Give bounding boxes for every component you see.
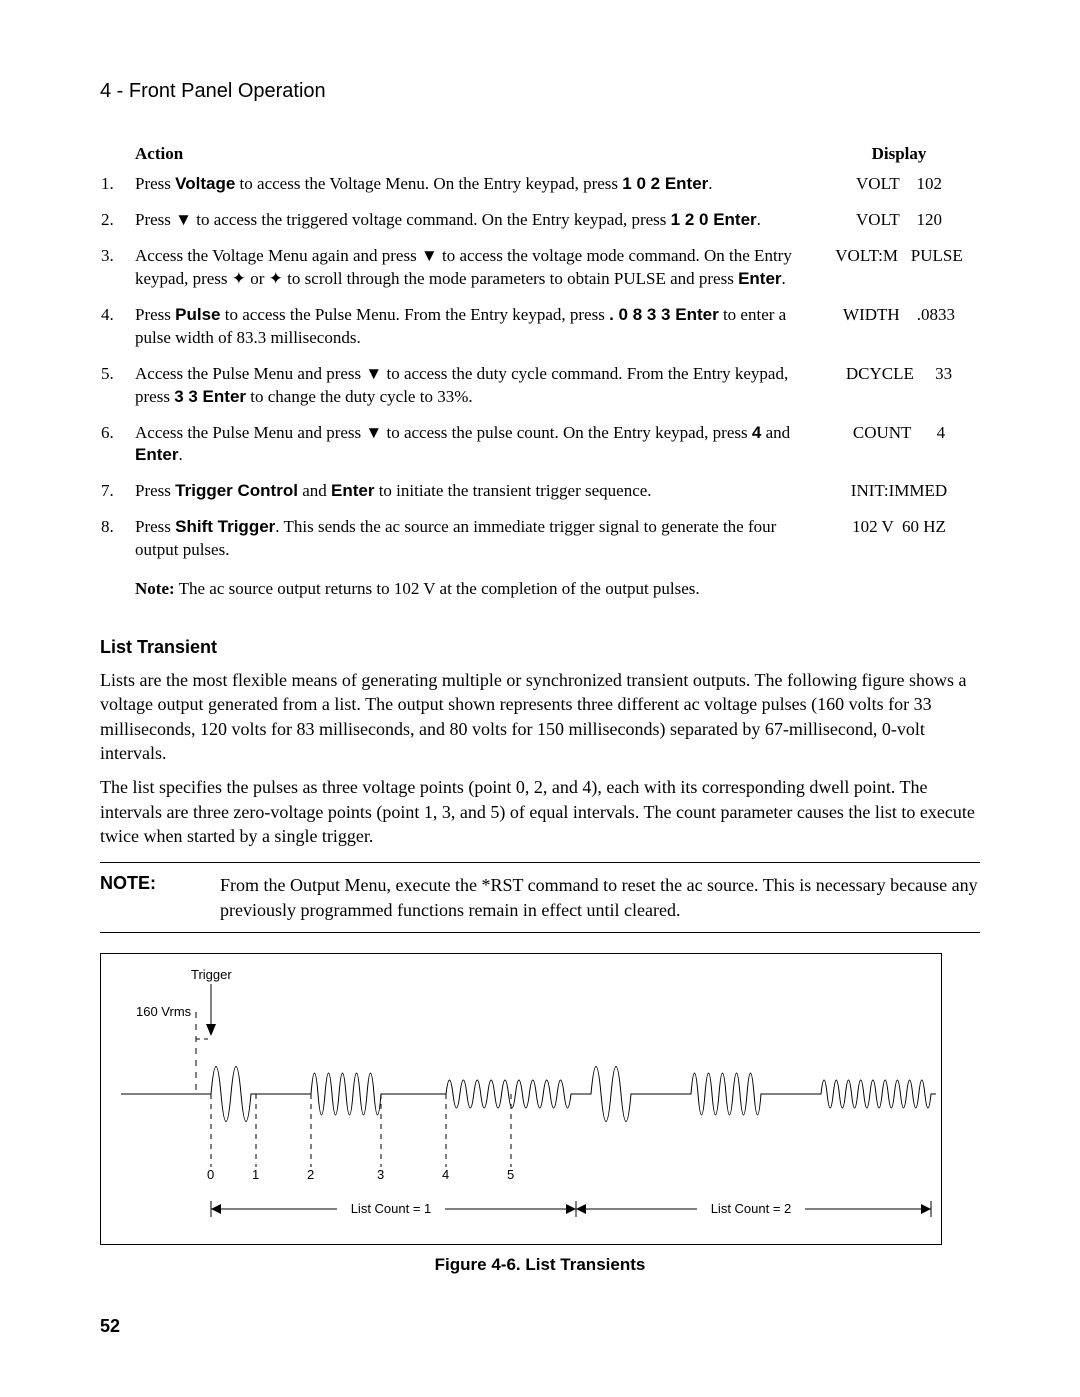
svg-text:List Count = 1: List Count = 1: [351, 1201, 432, 1216]
row-action: Press Shift Trigger. This sends the ac s…: [134, 515, 818, 574]
note-text: From the Output Menu, execute the *RST c…: [220, 873, 980, 922]
table-note-text: Note: The ac source output returns to 10…: [134, 574, 818, 613]
table-row: 3.Access the Voltage Menu again and pres…: [100, 244, 980, 303]
table-row: 7.Press Trigger Control and Enter to ini…: [100, 479, 980, 515]
row-display: COUNT 4: [818, 421, 980, 480]
row-number: 7.: [100, 479, 134, 515]
row-action: Press Pulse to access the Pulse Menu. Fr…: [134, 303, 818, 362]
list-transients-figure: Trigger 160 Vrms 0 1 2 3 4 5 List Count = 1 List …: [101, 954, 941, 1244]
section-heading: List Transient: [100, 637, 980, 658]
row-display: DCYCLE 33: [818, 362, 980, 421]
table-row: 2.Press ▼ to access the triggered voltag…: [100, 208, 980, 244]
action-display-table: Action Display 1.Press Voltage to access…: [100, 143, 980, 613]
row-display: VOLT:M PULSE: [818, 244, 980, 303]
row-display: WIDTH .0833: [818, 303, 980, 362]
col-blank: [100, 143, 134, 172]
svg-text:List Count = 2: List Count = 2: [711, 1201, 792, 1216]
row-action: Press Trigger Control and Enter to initi…: [134, 479, 818, 515]
row-action: Access the Pulse Menu and press ▼ to acc…: [134, 421, 818, 480]
row-display: 102 V 60 HZ: [818, 515, 980, 574]
figure-caption: Figure 4-6. List Transients: [100, 1255, 980, 1275]
row-display: INIT:IMMED: [818, 479, 980, 515]
table-note-row: Note: The ac source output returns to 10…: [100, 574, 980, 613]
page-number: 52: [100, 1316, 120, 1337]
figure-box: Trigger 160 Vrms 0 1 2 3 4 5 List Count = 1 List …: [100, 953, 942, 1245]
col-action: Action: [134, 143, 818, 172]
row-action: Access the Pulse Menu and press ▼ to acc…: [134, 362, 818, 421]
table-row: 6.Access the Pulse Menu and press ▼ to a…: [100, 421, 980, 480]
row-action: Press ▼ to access the triggered voltage …: [134, 208, 818, 244]
table-row: 8.Press Shift Trigger. This sends the ac…: [100, 515, 980, 574]
row-number: 1.: [100, 172, 134, 208]
paragraph-2: The list specifies the pulses as three v…: [100, 775, 980, 848]
table-row: 1.Press Voltage to access the Voltage Me…: [100, 172, 980, 208]
svg-text:5: 5: [507, 1167, 514, 1182]
row-number: 6.: [100, 421, 134, 480]
col-display: Display: [818, 143, 980, 172]
row-action: Access the Voltage Menu again and press …: [134, 244, 818, 303]
svg-text:1: 1: [252, 1167, 259, 1182]
row-number: 4.: [100, 303, 134, 362]
table-row: 5.Access the Pulse Menu and press ▼ to a…: [100, 362, 980, 421]
table-row: 4.Press Pulse to access the Pulse Menu. …: [100, 303, 980, 362]
row-number: 3.: [100, 244, 134, 303]
note-label: NOTE:: [100, 873, 220, 922]
row-display: VOLT 102: [818, 172, 980, 208]
row-number: 5.: [100, 362, 134, 421]
row-display: VOLT 120: [818, 208, 980, 244]
row-number: 2.: [100, 208, 134, 244]
svg-text:0: 0: [207, 1167, 214, 1182]
row-number: 8.: [100, 515, 134, 574]
chapter-heading: 4 - Front Panel Operation: [100, 80, 980, 103]
svg-text:Trigger: Trigger: [191, 967, 232, 982]
note-block: NOTE: From the Output Menu, execute the …: [100, 862, 980, 933]
svg-text:4: 4: [442, 1167, 449, 1182]
page: 4 - Front Panel Operation Action Display…: [0, 0, 1080, 1397]
svg-text:160 Vrms: 160 Vrms: [136, 1004, 192, 1019]
svg-text:2: 2: [307, 1167, 314, 1182]
paragraph-1: Lists are the most flexible means of gen…: [100, 668, 980, 765]
row-action: Press Voltage to access the Voltage Menu…: [134, 172, 818, 208]
svg-text:3: 3: [377, 1167, 384, 1182]
